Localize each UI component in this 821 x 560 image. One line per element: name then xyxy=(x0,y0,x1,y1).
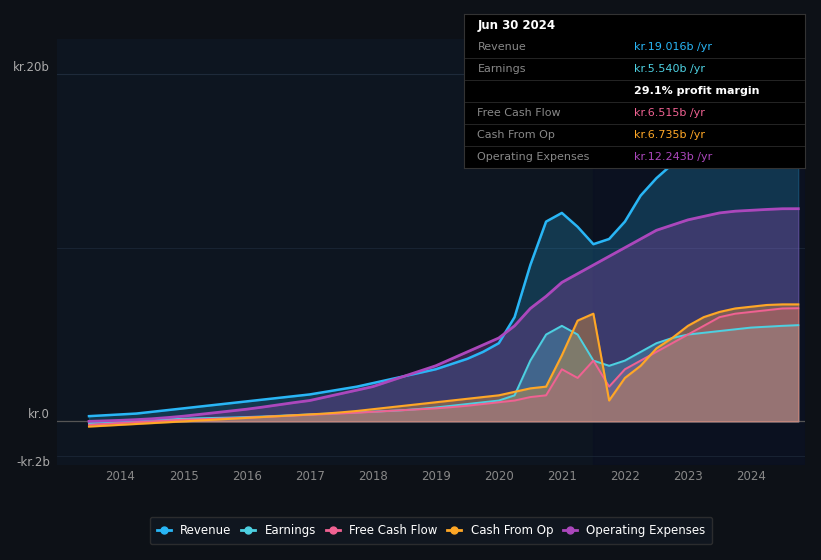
Text: -kr.2b: -kr.2b xyxy=(16,456,50,469)
Text: Revenue: Revenue xyxy=(478,42,526,52)
Text: 29.1% profit margin: 29.1% profit margin xyxy=(635,86,759,96)
Text: kr.12.243b /yr: kr.12.243b /yr xyxy=(635,152,713,162)
Text: Earnings: Earnings xyxy=(478,64,526,74)
Text: kr.20b: kr.20b xyxy=(13,61,50,74)
Text: Cash From Op: Cash From Op xyxy=(478,130,555,140)
Text: kr.5.540b /yr: kr.5.540b /yr xyxy=(635,64,705,74)
Text: Operating Expenses: Operating Expenses xyxy=(478,152,589,162)
Text: kr.0: kr.0 xyxy=(28,408,50,421)
Bar xyxy=(594,39,805,465)
Text: kr.6.735b /yr: kr.6.735b /yr xyxy=(635,130,705,140)
Text: kr.19.016b /yr: kr.19.016b /yr xyxy=(635,42,713,52)
Legend: Revenue, Earnings, Free Cash Flow, Cash From Op, Operating Expenses: Revenue, Earnings, Free Cash Flow, Cash … xyxy=(149,517,713,544)
Text: Free Cash Flow: Free Cash Flow xyxy=(478,108,561,118)
Text: Jun 30 2024: Jun 30 2024 xyxy=(478,18,556,31)
Text: kr.6.515b /yr: kr.6.515b /yr xyxy=(635,108,705,118)
